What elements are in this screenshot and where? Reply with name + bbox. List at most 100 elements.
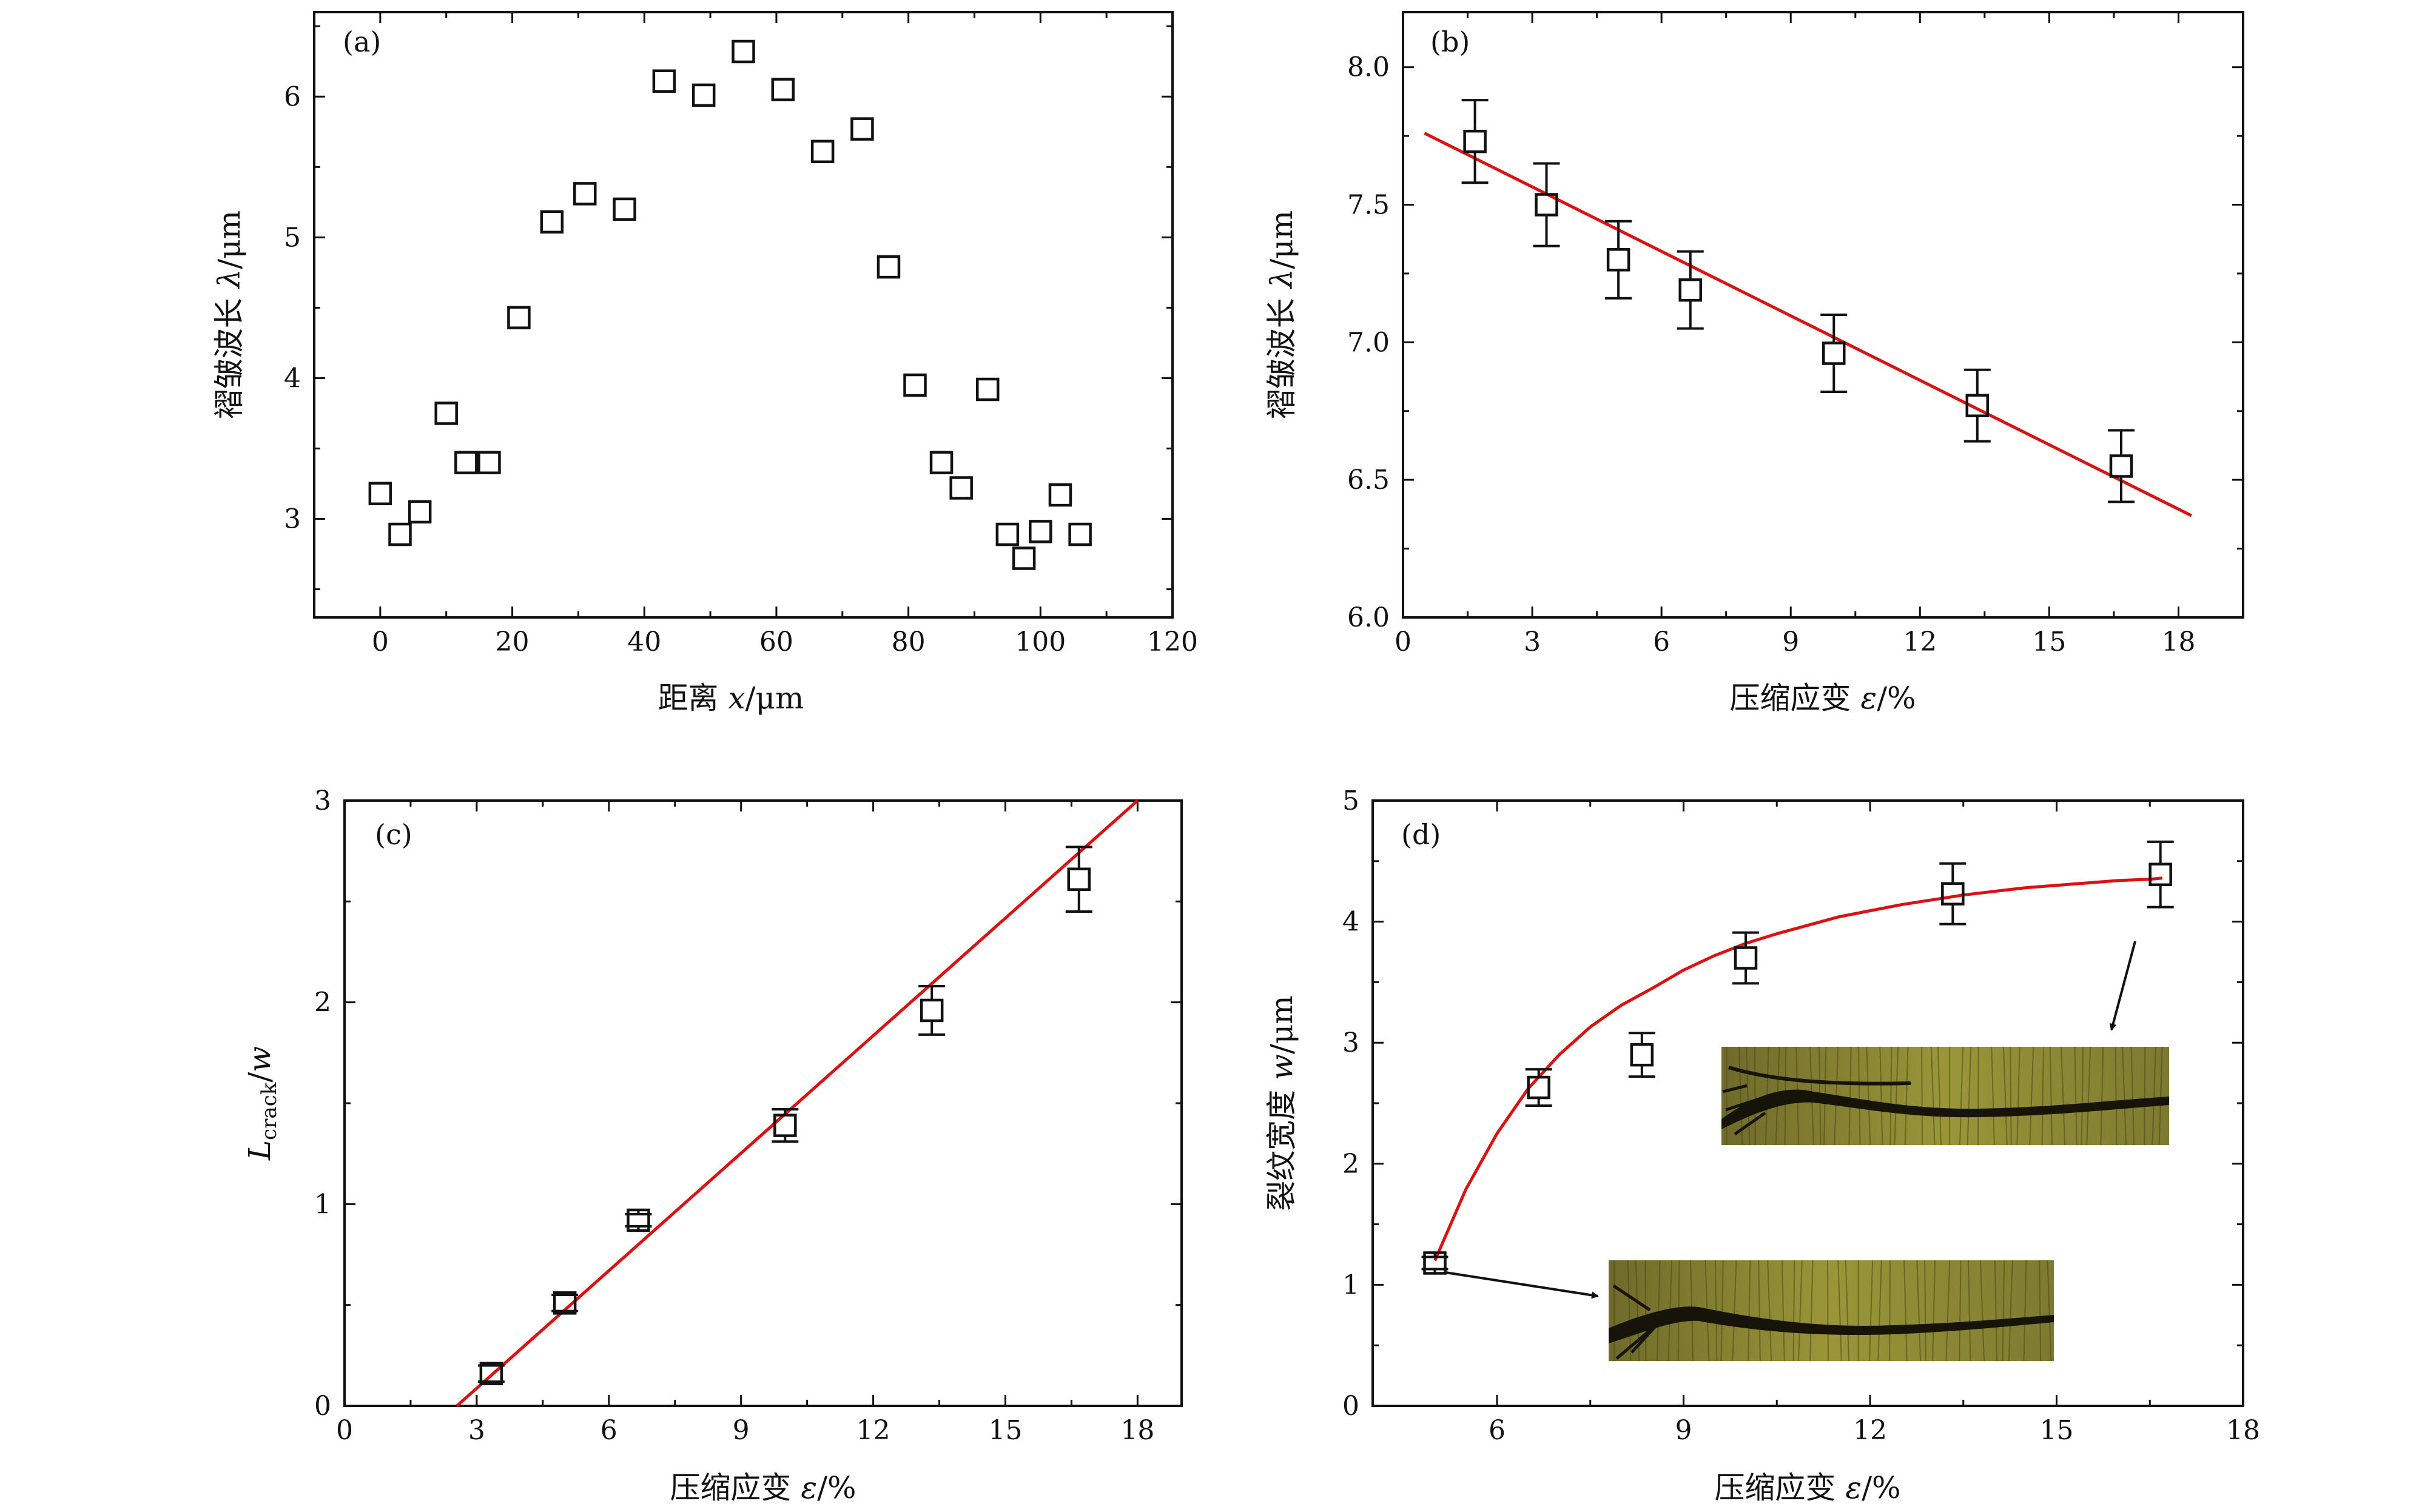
micrograph-wrinkle bbox=[2152, 1046, 2156, 1146]
data-point bbox=[1734, 946, 1758, 970]
y-tick-label: 1 bbox=[1342, 1269, 1359, 1300]
y-axis-label: Lcrack/w bbox=[242, 1046, 281, 1161]
fit-curve bbox=[1424, 132, 2192, 517]
micrograph-wrinkle bbox=[1959, 1046, 1964, 1146]
data-point bbox=[1822, 341, 1846, 365]
data-point bbox=[876, 255, 901, 279]
micrograph-wrinkle bbox=[1894, 1046, 1899, 1146]
data-point bbox=[553, 1291, 577, 1315]
micrograph-wrinkle bbox=[1809, 1260, 1814, 1362]
x-tick-label: 15 bbox=[988, 1415, 1022, 1446]
data-point bbox=[1067, 867, 1091, 891]
plot-frame bbox=[1402, 11, 2244, 619]
data-point bbox=[995, 522, 1020, 546]
data-point bbox=[573, 182, 597, 206]
x-tick-label: 40 bbox=[627, 627, 661, 657]
y-tick-label: 0 bbox=[314, 1391, 331, 1422]
micrograph-wrinkle bbox=[1758, 1260, 1761, 1362]
fit-line bbox=[456, 799, 1139, 1407]
y-tick-label: 7.5 bbox=[1347, 190, 1390, 221]
data-point bbox=[2109, 454, 2133, 478]
micrograph-wrinkle bbox=[1781, 1260, 1785, 1362]
data-point bbox=[1630, 1043, 1654, 1067]
micrograph-inset-lower bbox=[1609, 1260, 2054, 1362]
micrograph-wrinkle bbox=[2122, 1046, 2127, 1146]
micrograph-wrinkle bbox=[2039, 1260, 2042, 1362]
micrograph-wrinkle bbox=[1798, 1260, 1803, 1362]
x-tick-label: 18 bbox=[1120, 1415, 1154, 1446]
data-point bbox=[1463, 129, 1487, 153]
y-tick-label: 0 bbox=[1342, 1391, 1359, 1422]
data-point bbox=[368, 482, 392, 506]
tick-marks: 0 3 6 9 12 15 18 6.0 6.5 7.0 7.5 8.0 bbox=[1347, 12, 2243, 657]
x-axis-label: 压缩应变 ε/% bbox=[1714, 1470, 1900, 1505]
data-markers bbox=[368, 39, 1092, 570]
x-tick-label: 18 bbox=[2161, 627, 2195, 657]
data-point bbox=[732, 39, 755, 64]
plot-frame bbox=[313, 11, 1174, 619]
data-point bbox=[1535, 193, 1558, 217]
y-tick-label: 3 bbox=[314, 785, 331, 816]
data-point bbox=[613, 197, 636, 221]
x-tick-label: 12 bbox=[1853, 1415, 1887, 1446]
y-axis-label: 褶皱波长 λ/μm bbox=[212, 210, 247, 419]
data-point bbox=[1678, 278, 1702, 302]
y-axis-label: 褶皱波长 λ/μm bbox=[1264, 210, 1299, 419]
x-tick-label: 3 bbox=[1524, 627, 1541, 657]
micrograph-wrinkle bbox=[1837, 1260, 1842, 1362]
micrograph-wrinkle bbox=[1959, 1260, 1962, 1362]
y-tick-label: 3 bbox=[1342, 1027, 1359, 1058]
data-point bbox=[1941, 882, 1965, 906]
micrograph-wrinkle bbox=[1968, 1260, 1971, 1362]
data-markers bbox=[1421, 840, 2174, 1275]
x-axis-label: 距离 x/μm bbox=[658, 680, 804, 716]
y-tick-label: 7.0 bbox=[1347, 327, 1390, 358]
micrograph-wrinkle bbox=[1930, 1046, 1936, 1146]
x-tick-label: 100 bbox=[1015, 627, 1066, 657]
micrograph-wrinkle bbox=[2029, 1046, 2034, 1146]
fit-curve bbox=[456, 799, 1139, 1407]
micrograph-wrinkle bbox=[1977, 1046, 1979, 1146]
micrograph-wrinkle bbox=[1904, 1046, 1909, 1146]
x-tick-label: 9 bbox=[733, 1415, 750, 1446]
micrograph-wrinkle bbox=[1869, 1260, 1874, 1362]
y-tick-label: 1 bbox=[314, 1189, 331, 1220]
x-tick-label: 9 bbox=[1675, 1415, 1692, 1446]
panel-label: (b) bbox=[1430, 25, 1470, 58]
annotation-arrow bbox=[1445, 1271, 1599, 1299]
data-point bbox=[627, 1208, 650, 1232]
x-tick-label: 20 bbox=[496, 627, 530, 657]
data-point bbox=[507, 306, 531, 329]
micrograph-wrinkle bbox=[2100, 1046, 2104, 1146]
y-tick-label: 2 bbox=[314, 987, 331, 1018]
micrograph-wrinkle bbox=[1924, 1260, 1926, 1362]
micrograph-wrinkle bbox=[2010, 1046, 2012, 1146]
annotation-arrow bbox=[2109, 941, 2136, 1031]
micrograph-wrinkle bbox=[2047, 1260, 2052, 1362]
data-point bbox=[652, 69, 676, 93]
x-tick-label: 0 bbox=[1395, 627, 1411, 657]
micrograph-wrinkle bbox=[2074, 1046, 2078, 1146]
micrograph-wrinkle bbox=[2016, 1046, 2020, 1146]
data-point bbox=[1012, 546, 1036, 570]
data-point bbox=[1048, 483, 1072, 507]
data-point bbox=[1423, 1251, 1447, 1275]
micrograph-wrinkle bbox=[2061, 1046, 2066, 1146]
data-markers bbox=[1461, 99, 2135, 503]
micrograph-wrinkle bbox=[1932, 1260, 1936, 1362]
micrograph-wrinkle bbox=[1627, 1260, 1632, 1362]
data-markers bbox=[477, 845, 1092, 1386]
data-point bbox=[540, 210, 564, 234]
micrograph-wrinkle bbox=[1748, 1260, 1751, 1362]
data-point bbox=[408, 500, 432, 524]
data-point bbox=[1606, 248, 1630, 272]
data-point bbox=[773, 1114, 797, 1137]
data-point bbox=[1068, 522, 1092, 546]
x-tick-label: 9 bbox=[1782, 627, 1799, 657]
micrograph-wrinkle bbox=[1745, 1046, 1751, 1146]
micrograph-wrinkle bbox=[2003, 1046, 2008, 1146]
panel-label: (d) bbox=[1401, 818, 1441, 851]
data-point bbox=[771, 78, 795, 101]
